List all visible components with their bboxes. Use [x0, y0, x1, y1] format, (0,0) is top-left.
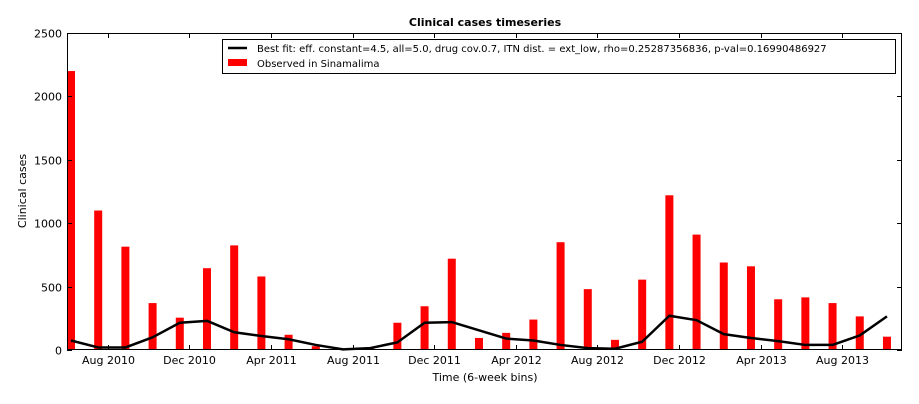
- y-tick-label-5: 2500: [34, 28, 62, 41]
- x-tick-label-8: Apr 2013: [736, 354, 787, 367]
- x-tick-label-0: Aug 2010: [82, 354, 135, 367]
- x-axis-label: Time (6-week bins): [431, 371, 537, 384]
- bar-observed-19: [584, 289, 592, 350]
- legend: Best fit: eff. constant=4.5, all=5.0, dr…: [223, 40, 896, 74]
- bar-observed-15: [475, 338, 483, 350]
- bar-observed-12: [393, 323, 401, 350]
- x-tick-label-2: Apr 2011: [246, 354, 297, 367]
- x-tick-label-9: Aug 2013: [816, 354, 869, 367]
- bar-observed-5: [203, 268, 211, 350]
- y-tick-label-0: 0: [55, 345, 62, 358]
- chart-title: Clinical cases timeseries: [409, 16, 562, 29]
- bar-observed-23: [693, 235, 701, 350]
- x-tick-label-3: Aug 2011: [327, 354, 380, 367]
- bar-observed-24: [720, 263, 728, 350]
- bar-observed-8: [285, 335, 293, 350]
- bar-observed-1: [94, 211, 102, 350]
- bar-observed-13: [421, 306, 429, 350]
- bar-observed-16: [502, 333, 510, 350]
- legend-label-best-fit: Best fit: eff. constant=4.5, all=5.0, dr…: [257, 44, 827, 55]
- x-tick-label-6: Aug 2012: [571, 354, 624, 367]
- bar-observed-3: [149, 303, 157, 350]
- x-tick-label-4: Dec 2011: [408, 354, 461, 367]
- bar-observed-0: [67, 71, 75, 350]
- bar-observed-30: [883, 337, 891, 350]
- bar-observed-22: [665, 195, 673, 350]
- legend-bar-swatch: [228, 59, 247, 66]
- bar-observed-18: [557, 242, 565, 350]
- y-axis-label: Clinical cases: [16, 154, 29, 228]
- bar-observed-27: [801, 297, 809, 350]
- x-tick-label-5: Apr 2012: [491, 354, 542, 367]
- x-tick-label-7: Dec 2012: [653, 354, 706, 367]
- bar-observed-2: [121, 247, 129, 350]
- y-tick-label-3: 1500: [34, 155, 62, 168]
- bar-observed-6: [230, 245, 238, 350]
- y-tick-label-1: 500: [41, 282, 62, 295]
- x-tick-label-1: Dec 2010: [163, 354, 216, 367]
- bar-observed-17: [529, 320, 537, 350]
- bar-observed-7: [257, 276, 265, 350]
- y-tick-label-4: 2000: [34, 91, 62, 104]
- legend-label-observed: Observed in Sinamalima: [257, 59, 379, 70]
- bar-observed-14: [448, 259, 456, 350]
- y-tick-label-2: 1000: [34, 218, 62, 231]
